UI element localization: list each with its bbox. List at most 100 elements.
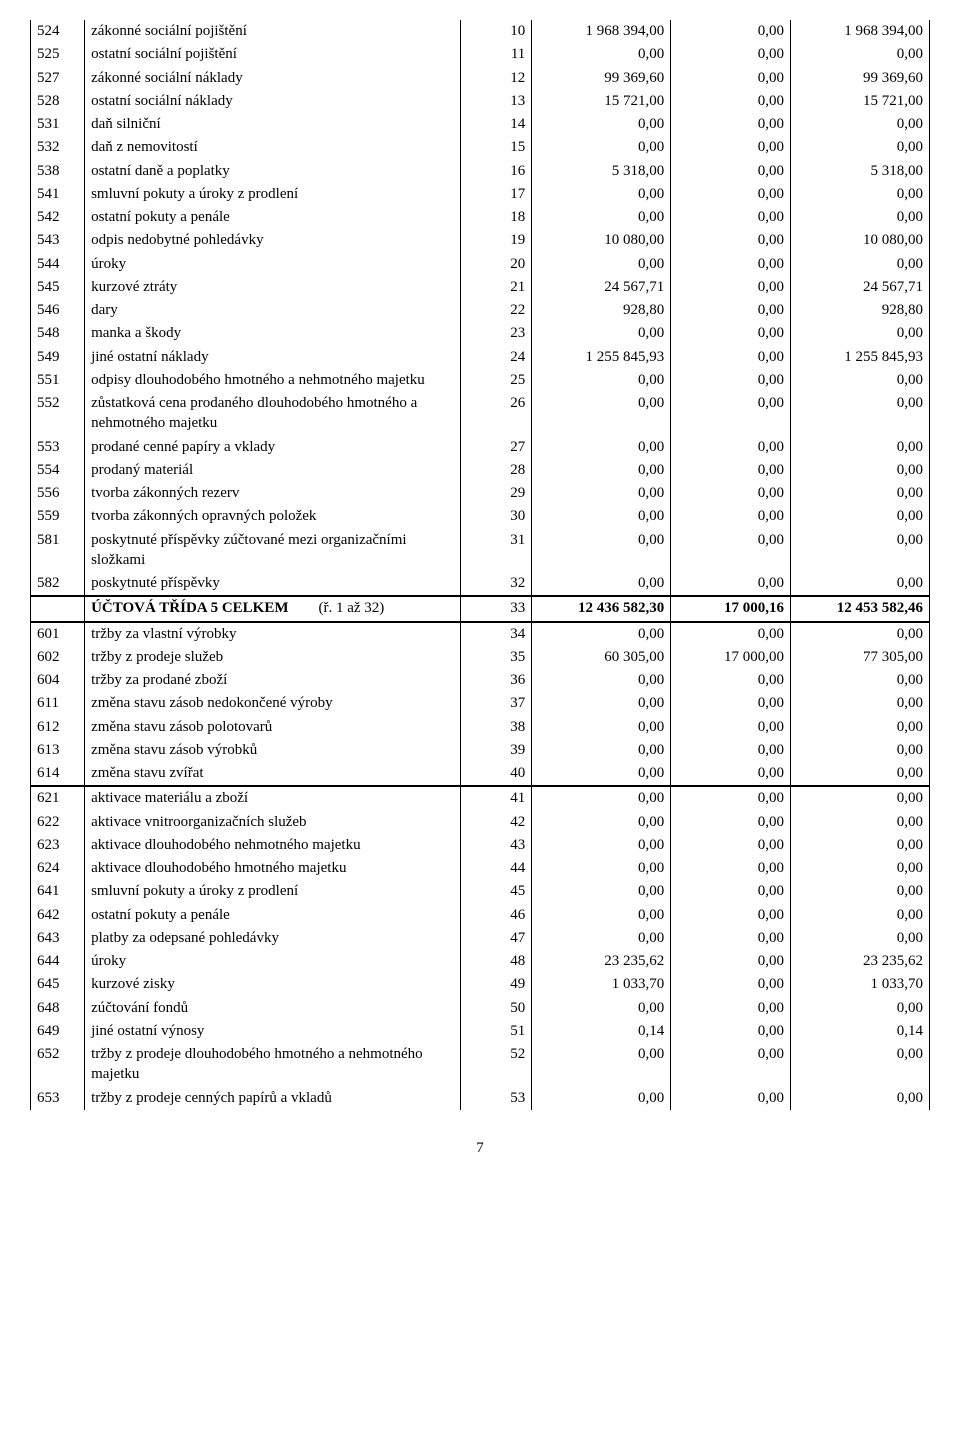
- cell: 29: [461, 482, 532, 505]
- cell: 17 000,16: [671, 596, 791, 621]
- cell: 5 318,00: [532, 160, 671, 183]
- cell: 48: [461, 950, 532, 973]
- cell: [31, 596, 85, 621]
- cell: 532: [31, 136, 85, 159]
- table-row: 554prodaný materiál280,000,000,00: [31, 459, 930, 482]
- cell: ostatní sociální náklady: [85, 90, 461, 113]
- cell: 52: [461, 1043, 532, 1087]
- table-row: 648zúčtování fondů500,000,000,00: [31, 997, 930, 1020]
- table-row: 531daň silniční140,000,000,00: [31, 113, 930, 136]
- cell: 582: [31, 572, 85, 596]
- cell: 0,00: [671, 136, 791, 159]
- cell: 16: [461, 160, 532, 183]
- table-row: 601tržby za vlastní výrobky340,000,000,0…: [31, 622, 930, 646]
- cell: 611: [31, 692, 85, 715]
- cell: 554: [31, 459, 85, 482]
- cell: 0,00: [532, 692, 671, 715]
- table-row: 581poskytnuté příspěvky zúčtované mezi o…: [31, 529, 930, 573]
- cell: tržby z prodeje služeb: [85, 646, 461, 669]
- cell: 0,00: [532, 739, 671, 762]
- cell: aktivace dlouhodobého nehmotného majetku: [85, 834, 461, 857]
- cell: 0,00: [671, 834, 791, 857]
- financial-table: 524zákonné sociální pojištění101 968 394…: [30, 20, 930, 1110]
- table-row: 653tržby z prodeje cenných papírů a vkla…: [31, 1087, 930, 1110]
- cell: změna stavu zvířat: [85, 762, 461, 786]
- cell: 99 369,60: [532, 67, 671, 90]
- cell: 581: [31, 529, 85, 573]
- cell: 0,00: [532, 392, 671, 436]
- cell: 0,00: [532, 1043, 671, 1087]
- cell: 0,00: [791, 997, 930, 1020]
- cell: 99 369,60: [791, 67, 930, 90]
- cell: poskytnuté příspěvky: [85, 572, 461, 596]
- cell: 0,00: [791, 786, 930, 810]
- cell: jiné ostatní výnosy: [85, 1020, 461, 1043]
- cell: 624: [31, 857, 85, 880]
- cell: 25: [461, 369, 532, 392]
- cell: 0,00: [791, 904, 930, 927]
- cell: tržby za prodané zboží: [85, 669, 461, 692]
- cell: dary: [85, 299, 461, 322]
- cell: manka a škody: [85, 322, 461, 345]
- table-row: 621aktivace materiálu a zboží410,000,000…: [31, 786, 930, 810]
- cell: 604: [31, 669, 85, 692]
- cell: 0,00: [532, 482, 671, 505]
- table-row: 532daň z nemovitostí150,000,000,00: [31, 136, 930, 159]
- cell: 0,00: [671, 90, 791, 113]
- cell: 0,00: [532, 436, 671, 459]
- cell: aktivace vnitroorganizačních služeb: [85, 811, 461, 834]
- cell: zúčtování fondů: [85, 997, 461, 1020]
- cell: 0,00: [671, 669, 791, 692]
- cell: 0,00: [671, 322, 791, 345]
- cell: 0,00: [671, 392, 791, 436]
- cell: 0,00: [532, 322, 671, 345]
- cell: 0,00: [791, 136, 930, 159]
- cell: 41: [461, 786, 532, 810]
- cell: tržby za vlastní výrobky: [85, 622, 461, 646]
- cell: 0,00: [671, 299, 791, 322]
- cell: 53: [461, 1087, 532, 1110]
- cell: 0,00: [532, 880, 671, 903]
- cell: 33: [461, 596, 532, 621]
- cell: 0,00: [532, 811, 671, 834]
- cell: 34: [461, 622, 532, 646]
- cell: 559: [31, 505, 85, 528]
- cell: 0,00: [791, 113, 930, 136]
- cell: 527: [31, 67, 85, 90]
- cell: ostatní pokuty a penále: [85, 206, 461, 229]
- cell: 0,00: [532, 529, 671, 573]
- cell: 551: [31, 369, 85, 392]
- cell: 1 968 394,00: [532, 20, 671, 43]
- cell: 0,00: [532, 253, 671, 276]
- cell: kurzové ztráty: [85, 276, 461, 299]
- cell: 643: [31, 927, 85, 950]
- cell: zákonné sociální pojištění: [85, 20, 461, 43]
- cell: 37: [461, 692, 532, 715]
- cell: smluvní pokuty a úroky z prodlení: [85, 183, 461, 206]
- cell: 0,00: [791, 459, 930, 482]
- cell: 556: [31, 482, 85, 505]
- cell: 10 080,00: [791, 229, 930, 252]
- cell: 528: [31, 90, 85, 113]
- table-row: 546dary22928,800,00928,80: [31, 299, 930, 322]
- cell: 28: [461, 459, 532, 482]
- cell: 40: [461, 762, 532, 786]
- table-row: 552zůstatková cena prodaného dlouhodobéh…: [31, 392, 930, 436]
- cell: 0,00: [791, 322, 930, 345]
- cell: 0,00: [671, 459, 791, 482]
- cell: 543: [31, 229, 85, 252]
- cell: 544: [31, 253, 85, 276]
- cell: 0,00: [791, 253, 930, 276]
- table-row: 649jiné ostatní výnosy510,140,000,14: [31, 1020, 930, 1043]
- cell: 0,00: [791, 811, 930, 834]
- cell: 0,00: [671, 950, 791, 973]
- cell: 13: [461, 90, 532, 113]
- cell: 0,00: [671, 369, 791, 392]
- cell: 0,00: [791, 857, 930, 880]
- cell: 0,00: [791, 927, 930, 950]
- cell: 524: [31, 20, 85, 43]
- cell: 1 033,70: [791, 973, 930, 996]
- cell: 44: [461, 857, 532, 880]
- cell: 12: [461, 67, 532, 90]
- cell: smluvní pokuty a úroky z prodlení: [85, 880, 461, 903]
